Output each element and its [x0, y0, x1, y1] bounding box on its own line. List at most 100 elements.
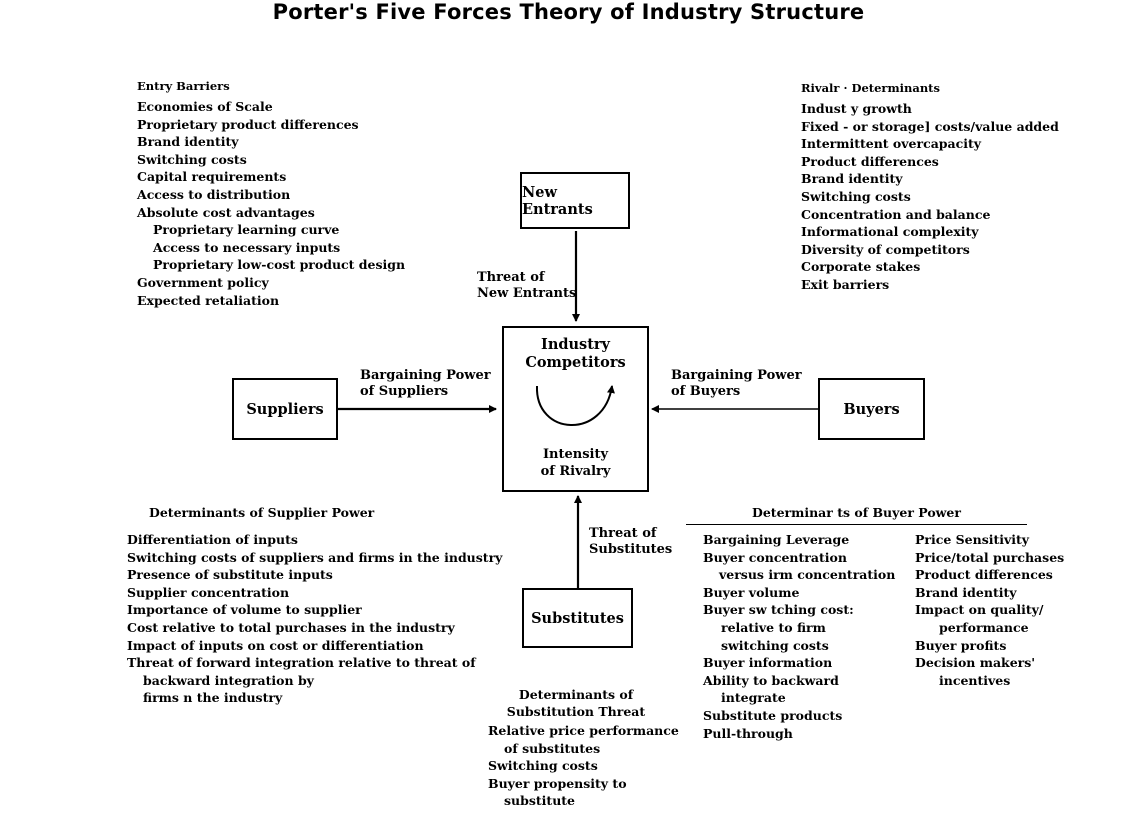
entry-barrier-item: Proprietary learning curve: [153, 222, 340, 238]
substitution-threat-list: Determinants of Substitution Threat Rela…: [488, 686, 679, 810]
bargaining-leverage-item: Substitute products: [703, 707, 843, 723]
supplier-power-item: Presence of substitute inputs: [127, 567, 333, 583]
supplier-power-label: Bargaining Power of Suppliers: [360, 368, 491, 400]
substitution-threat-item: Buyer propensity to: [488, 775, 627, 791]
price-sensitivity-item: Price/total purchases: [915, 549, 1065, 565]
bargaining-leverage-item: integrate: [721, 690, 786, 706]
rivalry-determinant-item: Corporate stakes: [801, 259, 921, 275]
threat-substitutes-line2: Substitutes: [589, 542, 673, 557]
threat-new-entrants-line1: Threat of: [477, 270, 545, 285]
rivalry-determinant-item: Product differences: [801, 153, 939, 169]
rivalry-line1: Intensity: [542, 447, 609, 462]
suppliers-label: Suppliers: [246, 400, 324, 418]
entry-barrier-item: Access to necessary inputs: [153, 239, 341, 255]
supplier-power-heading: Determinants of Supplier Power: [149, 505, 375, 520]
substitution-threat-item: of substitutes: [504, 740, 601, 756]
buyers-box: Buyers: [818, 378, 925, 440]
buyer-power-section: Determinar ts of Buyer Power: [686, 504, 1027, 525]
rivalry-curve-arrow: [535, 385, 615, 426]
substitution-threat-item: Relative price performance: [488, 723, 679, 738]
substitutes-box: Substitutes: [522, 588, 633, 648]
supplier-power-item: Supplier concentration: [127, 584, 290, 600]
bargaining-leverage-list: Bargaining Leverage Buyer concentration v…: [703, 531, 895, 742]
bargaining-leverage-item: Ability to backward: [703, 672, 839, 688]
new-entrants-label: New Entrants: [522, 183, 593, 218]
price-sensitivity-item: performance: [939, 619, 1029, 635]
supplier-power-line1: Bargaining Power: [360, 368, 491, 383]
supplier-power-item: backward integration by: [143, 672, 314, 688]
buyer-power-heading: Determinar ts of Buyer Power: [752, 505, 961, 520]
supplier-power-list: Determinants of Supplier Power Different…: [127, 505, 502, 707]
entry-barrier-item: Capital requirements: [137, 169, 287, 185]
entry-barrier-item: Economies of Scale: [137, 99, 273, 114]
industry-line1: Industry: [541, 336, 610, 353]
entry-barrier-item: Proprietary product differences: [137, 116, 359, 132]
rivalry-determinant-item: Informational complexity: [801, 224, 979, 240]
price-sensitivity-list: Price Sensitivity Price/total purchases P…: [915, 531, 1064, 689]
buyer-power-line1: Bargaining Power: [671, 368, 802, 383]
price-sensitivity-item: Product differences: [915, 567, 1053, 583]
price-sensitivity-heading: Price Sensitivity: [915, 532, 1030, 547]
rivalry-line2: of Rivalry: [540, 464, 611, 479]
threat-substitutes-label: Threat of Substitutes: [589, 526, 672, 558]
supplier-power-item: Differentiation of inputs: [127, 532, 298, 547]
supplier-power-item: Switching costs of suppliers and firms i…: [127, 549, 503, 565]
entry-barrier-item: Proprietary low-cost product design: [153, 257, 406, 273]
industry-line2: Competitors: [525, 354, 626, 371]
entry-barriers-list: Entry Barriers Economies of Scale Proprie…: [137, 78, 405, 309]
rivalry-determinant-item: Fixed - or storage] costs/value added: [801, 118, 1059, 134]
diagram-title: Porter's Five Forces Theory of Industry …: [272, 0, 865, 24]
bargaining-leverage-item: Buyer concentration: [703, 549, 847, 565]
entry-barrier-item: Government policy: [137, 274, 269, 290]
bargaining-leverage-item: switching costs: [721, 637, 829, 653]
industry-competitors-box: Industry Competitors Intensity of Rivalr…: [502, 326, 649, 492]
suppliers-box: Suppliers: [232, 378, 338, 440]
entry-barrier-item: Expected retaliation: [137, 292, 280, 308]
supplier-power-item: Cost relative to total purchases in the …: [127, 619, 455, 635]
bargaining-leverage-item: Buyer sw tching cost:: [703, 602, 854, 618]
supplier-power-item: Threat of forward integration relative t…: [127, 655, 476, 671]
bargaining-leverage-item: relative to firm: [721, 619, 826, 635]
substitution-threat-item: Switching costs: [488, 758, 598, 774]
substitution-threat-item: substitute: [504, 793, 576, 809]
rivalry-determinant-item: Concentration and balance: [801, 206, 991, 222]
rivalry-determinants-heading: Rivalr · Determinants: [801, 81, 940, 95]
entry-barrier-item: Access to distribution: [137, 186, 291, 202]
substitution-heading-line2: Substitution Threat: [506, 704, 646, 719]
rivalry-determinant-item: Indust y growth: [801, 101, 912, 116]
supplier-power-line2: of Suppliers: [360, 384, 449, 399]
buyer-power-label: Bargaining Power of Buyers: [671, 368, 802, 400]
substitution-heading-line1: Determinants of: [518, 687, 634, 702]
price-sensitivity-item: Impact on quality/: [915, 602, 1044, 618]
rivalry-determinant-item: Intermittent overcapacity: [801, 136, 982, 152]
bargaining-leverage-item: versus irm concentration: [719, 567, 896, 583]
supplier-power-item: Importance of volume to supplier: [127, 602, 362, 618]
substitutes-label: Substitutes: [531, 609, 624, 627]
price-sensitivity-item: Decision makers': [915, 655, 1036, 671]
buyer-power-line2: of Buyers: [671, 384, 741, 399]
entry-barrier-item: Brand identity: [137, 134, 239, 150]
bargaining-leverage-item: Buyer volume: [703, 584, 800, 600]
rivalry-determinant-item: Diversity of competitors: [801, 241, 970, 257]
rivalry-determinants-list: Rivalr · Determinants Indust y growth Fix…: [801, 80, 1059, 294]
threat-substitutes-line1: Threat of: [589, 526, 657, 541]
buyers-label: Buyers: [843, 400, 900, 418]
buyer-power-rule: [686, 523, 1027, 525]
price-sensitivity-item: incentives: [939, 672, 1011, 688]
threat-new-entrants-line2: New Entrants: [477, 286, 577, 301]
supplier-power-item: Impact of inputs on cost or differentiat…: [127, 637, 424, 653]
threat-new-entrants-label: Threat of New Entrants: [477, 270, 576, 302]
supplier-power-item: firms n the industry: [143, 690, 283, 706]
entry-barriers-heading: Entry Barriers: [137, 79, 230, 93]
bargaining-leverage-item: Buyer information: [703, 655, 833, 671]
rivalry-determinant-item: Switching costs: [801, 188, 911, 204]
new-entrants-box: New Entrants: [520, 172, 630, 229]
rivalry-determinant-item: Brand identity: [801, 171, 903, 187]
entry-barrier-item: Absolute cost advantages: [137, 204, 315, 220]
rivalry-determinant-item: Exit barriers: [801, 276, 890, 292]
bargaining-leverage-item: Pull-through: [703, 725, 793, 741]
bargaining-leverage-heading: Bargaining Leverage: [703, 532, 850, 547]
entry-barrier-item: Switching costs: [137, 151, 247, 167]
price-sensitivity-item: Buyer profits: [915, 637, 1007, 653]
